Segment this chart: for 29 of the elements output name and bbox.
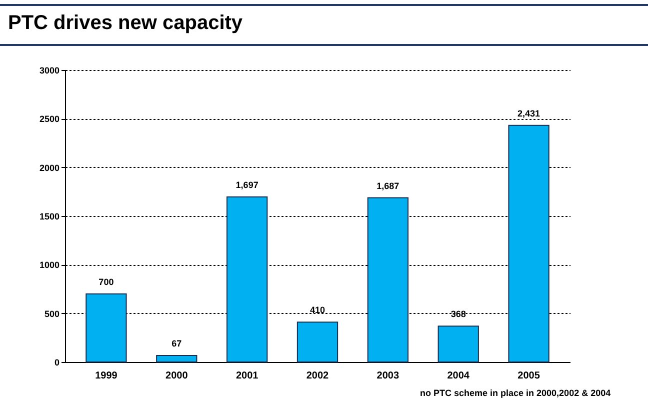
x-tick-label: 2005 [518,370,540,382]
bar [156,354,198,362]
bar [226,196,268,362]
data-label: 2,431 [518,108,540,118]
y-tick-label: 1000 [39,260,60,270]
y-tick-label: 2000 [39,162,60,173]
y-tick-label: 0 [54,358,60,368]
text: no PTC scheme in place in 2000,2002 & 2004 [420,388,611,398]
chart-title: PTC drives new capacity [0,4,648,46]
data-label: 67 [172,338,182,348]
bar [86,293,127,362]
bar [508,124,550,362]
x-tick-label: 2001 [236,370,259,382]
y-tick-label: 500 [44,308,60,319]
x-tick-label: 2002 [306,370,330,382]
y-tick-label: 3000 [39,66,60,76]
bar [438,326,479,362]
bar [367,197,409,362]
x-tick-label: 2004 [447,370,470,382]
x-tick-label: 2000 [166,370,188,382]
y-tick-label: 1500 [39,212,60,222]
y-tick-label: 2500 [39,114,60,124]
data-label: 410 [310,305,326,316]
x-tick-label: 2003 [376,370,400,382]
data-label: 1,697 [236,180,258,190]
data-label: 1,687 [376,180,400,191]
bar [296,322,338,362]
x-tick-label: 1999 [95,370,118,382]
data-label: 700 [98,276,114,287]
